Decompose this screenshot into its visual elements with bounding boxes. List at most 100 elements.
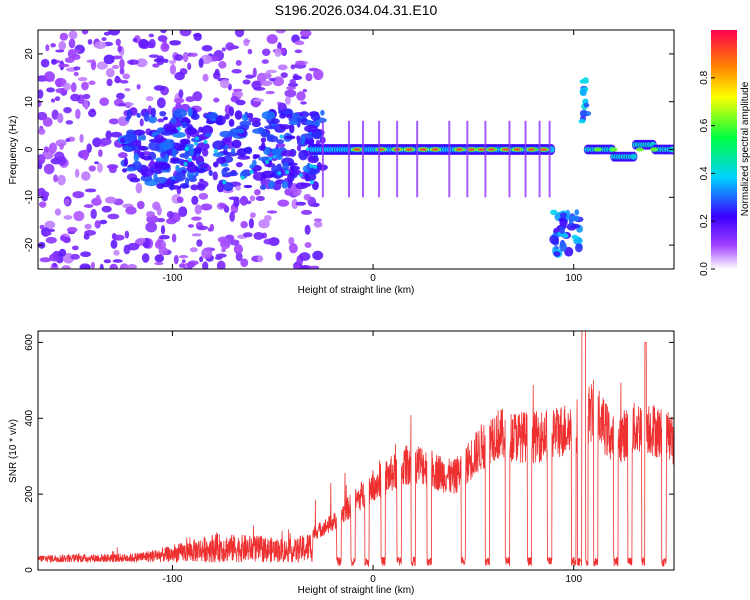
noise-blob: [174, 54, 184, 61]
noise-blob: [235, 185, 241, 191]
noise-blob: [53, 174, 58, 183]
noise-blob: [81, 171, 91, 181]
noise-hotspot: [213, 149, 218, 154]
noise-core: [199, 135, 208, 141]
late-band-core: [593, 147, 602, 152]
noise-core: [281, 180, 289, 189]
y-tick-label: 10: [24, 96, 35, 108]
noise-blob: [77, 77, 88, 82]
noise-core: [307, 155, 319, 164]
noise-blob: [82, 93, 91, 100]
main-band-peak: [455, 148, 463, 151]
noise-blob: [181, 259, 186, 264]
noise-blob: [101, 37, 107, 42]
y-tick-label: 600: [24, 334, 35, 351]
noise-core: [154, 134, 165, 144]
noise-blob: [132, 38, 138, 43]
y-tick-label: -20: [24, 237, 35, 252]
noise-blob: [129, 61, 134, 65]
noise-core: [188, 146, 195, 157]
noise-core: [311, 129, 323, 140]
noise-blob: [274, 48, 282, 57]
noise-blob: [235, 60, 242, 66]
spectrogram-marks: [38, 30, 674, 269]
noise-blob: [160, 30, 167, 34]
noise-blob: [60, 235, 67, 242]
noise-core: [199, 163, 210, 169]
noise-blob: [74, 168, 80, 178]
noise-blob: [192, 91, 203, 102]
noise-blob: [88, 165, 96, 172]
noise-blob: [63, 215, 73, 220]
colorbar-tick-label: 0.2: [699, 214, 710, 228]
noise-blob: [58, 41, 67, 51]
noise-hotspot: [277, 171, 282, 176]
band-streak: [347, 120, 350, 198]
noise-blob: [304, 241, 312, 248]
main-band-peak: [540, 148, 548, 151]
band-streak: [448, 120, 451, 198]
noise-blob: [108, 30, 121, 36]
main-band-peak: [405, 148, 413, 151]
noise-blob: [291, 198, 298, 210]
noise-core: [219, 130, 233, 138]
y-tick-label: 400: [24, 409, 35, 426]
noise-blob: [176, 196, 184, 204]
noise-core: [307, 137, 315, 146]
down-chirp-blob: [559, 242, 567, 252]
noise-blob: [148, 38, 156, 49]
noise-hotspot: [309, 163, 314, 168]
noise-blob: [242, 232, 253, 238]
noise-blob: [55, 139, 67, 147]
noise-core: [141, 134, 147, 141]
noise-blob: [70, 93, 81, 102]
noise-blob: [66, 226, 78, 233]
noise-blob: [189, 52, 198, 57]
noise-blob: [198, 57, 204, 68]
main-band-peak: [431, 148, 439, 151]
noise-blob: [54, 96, 61, 102]
snr-frame: [37, 330, 675, 571]
noise-blob: [196, 239, 203, 247]
noise-core: [236, 148, 247, 157]
noise-blob: [229, 211, 235, 222]
up-burst-blob: [583, 102, 590, 108]
x-tick-label: 100: [565, 273, 582, 284]
noise-hotspot: [279, 134, 284, 139]
noise-blob: [261, 48, 271, 56]
noise-blob: [107, 213, 120, 220]
noise-blob: [138, 38, 149, 49]
noise-core: [190, 113, 200, 120]
noise-core: [173, 108, 187, 118]
noise-blob: [73, 66, 81, 71]
noise-blob: [230, 207, 238, 211]
noise-core: [169, 182, 174, 191]
noise-blob: [119, 58, 125, 70]
down-chirp-blob: [570, 223, 581, 229]
noise-blob: [57, 174, 66, 186]
noise-core: [230, 147, 236, 155]
noise-blob: [182, 51, 189, 63]
noise-blob: [243, 184, 253, 189]
down-chirp-blob: [559, 212, 567, 219]
noise-blob: [65, 120, 74, 125]
noise-blob: [174, 72, 185, 81]
noise-blob: [103, 54, 115, 65]
noise-blob: [55, 87, 68, 94]
noise-blob: [216, 260, 226, 269]
noise-core: [252, 154, 258, 160]
noise-blob: [95, 194, 101, 205]
noise-hotspot: [265, 160, 270, 165]
noise-blob: [225, 42, 235, 51]
noise-core: [311, 180, 319, 191]
noise-hotspot: [203, 139, 208, 144]
noise-blob: [202, 261, 209, 269]
noise-blob: [38, 154, 46, 165]
noise-blob: [313, 221, 323, 228]
x-tick-label: 0: [370, 574, 376, 585]
noise-blob: [163, 116, 168, 121]
noise-blob: [272, 76, 285, 87]
noise-blob: [260, 80, 273, 87]
noise-blob: [178, 263, 186, 268]
noise-blob: [54, 208, 62, 216]
